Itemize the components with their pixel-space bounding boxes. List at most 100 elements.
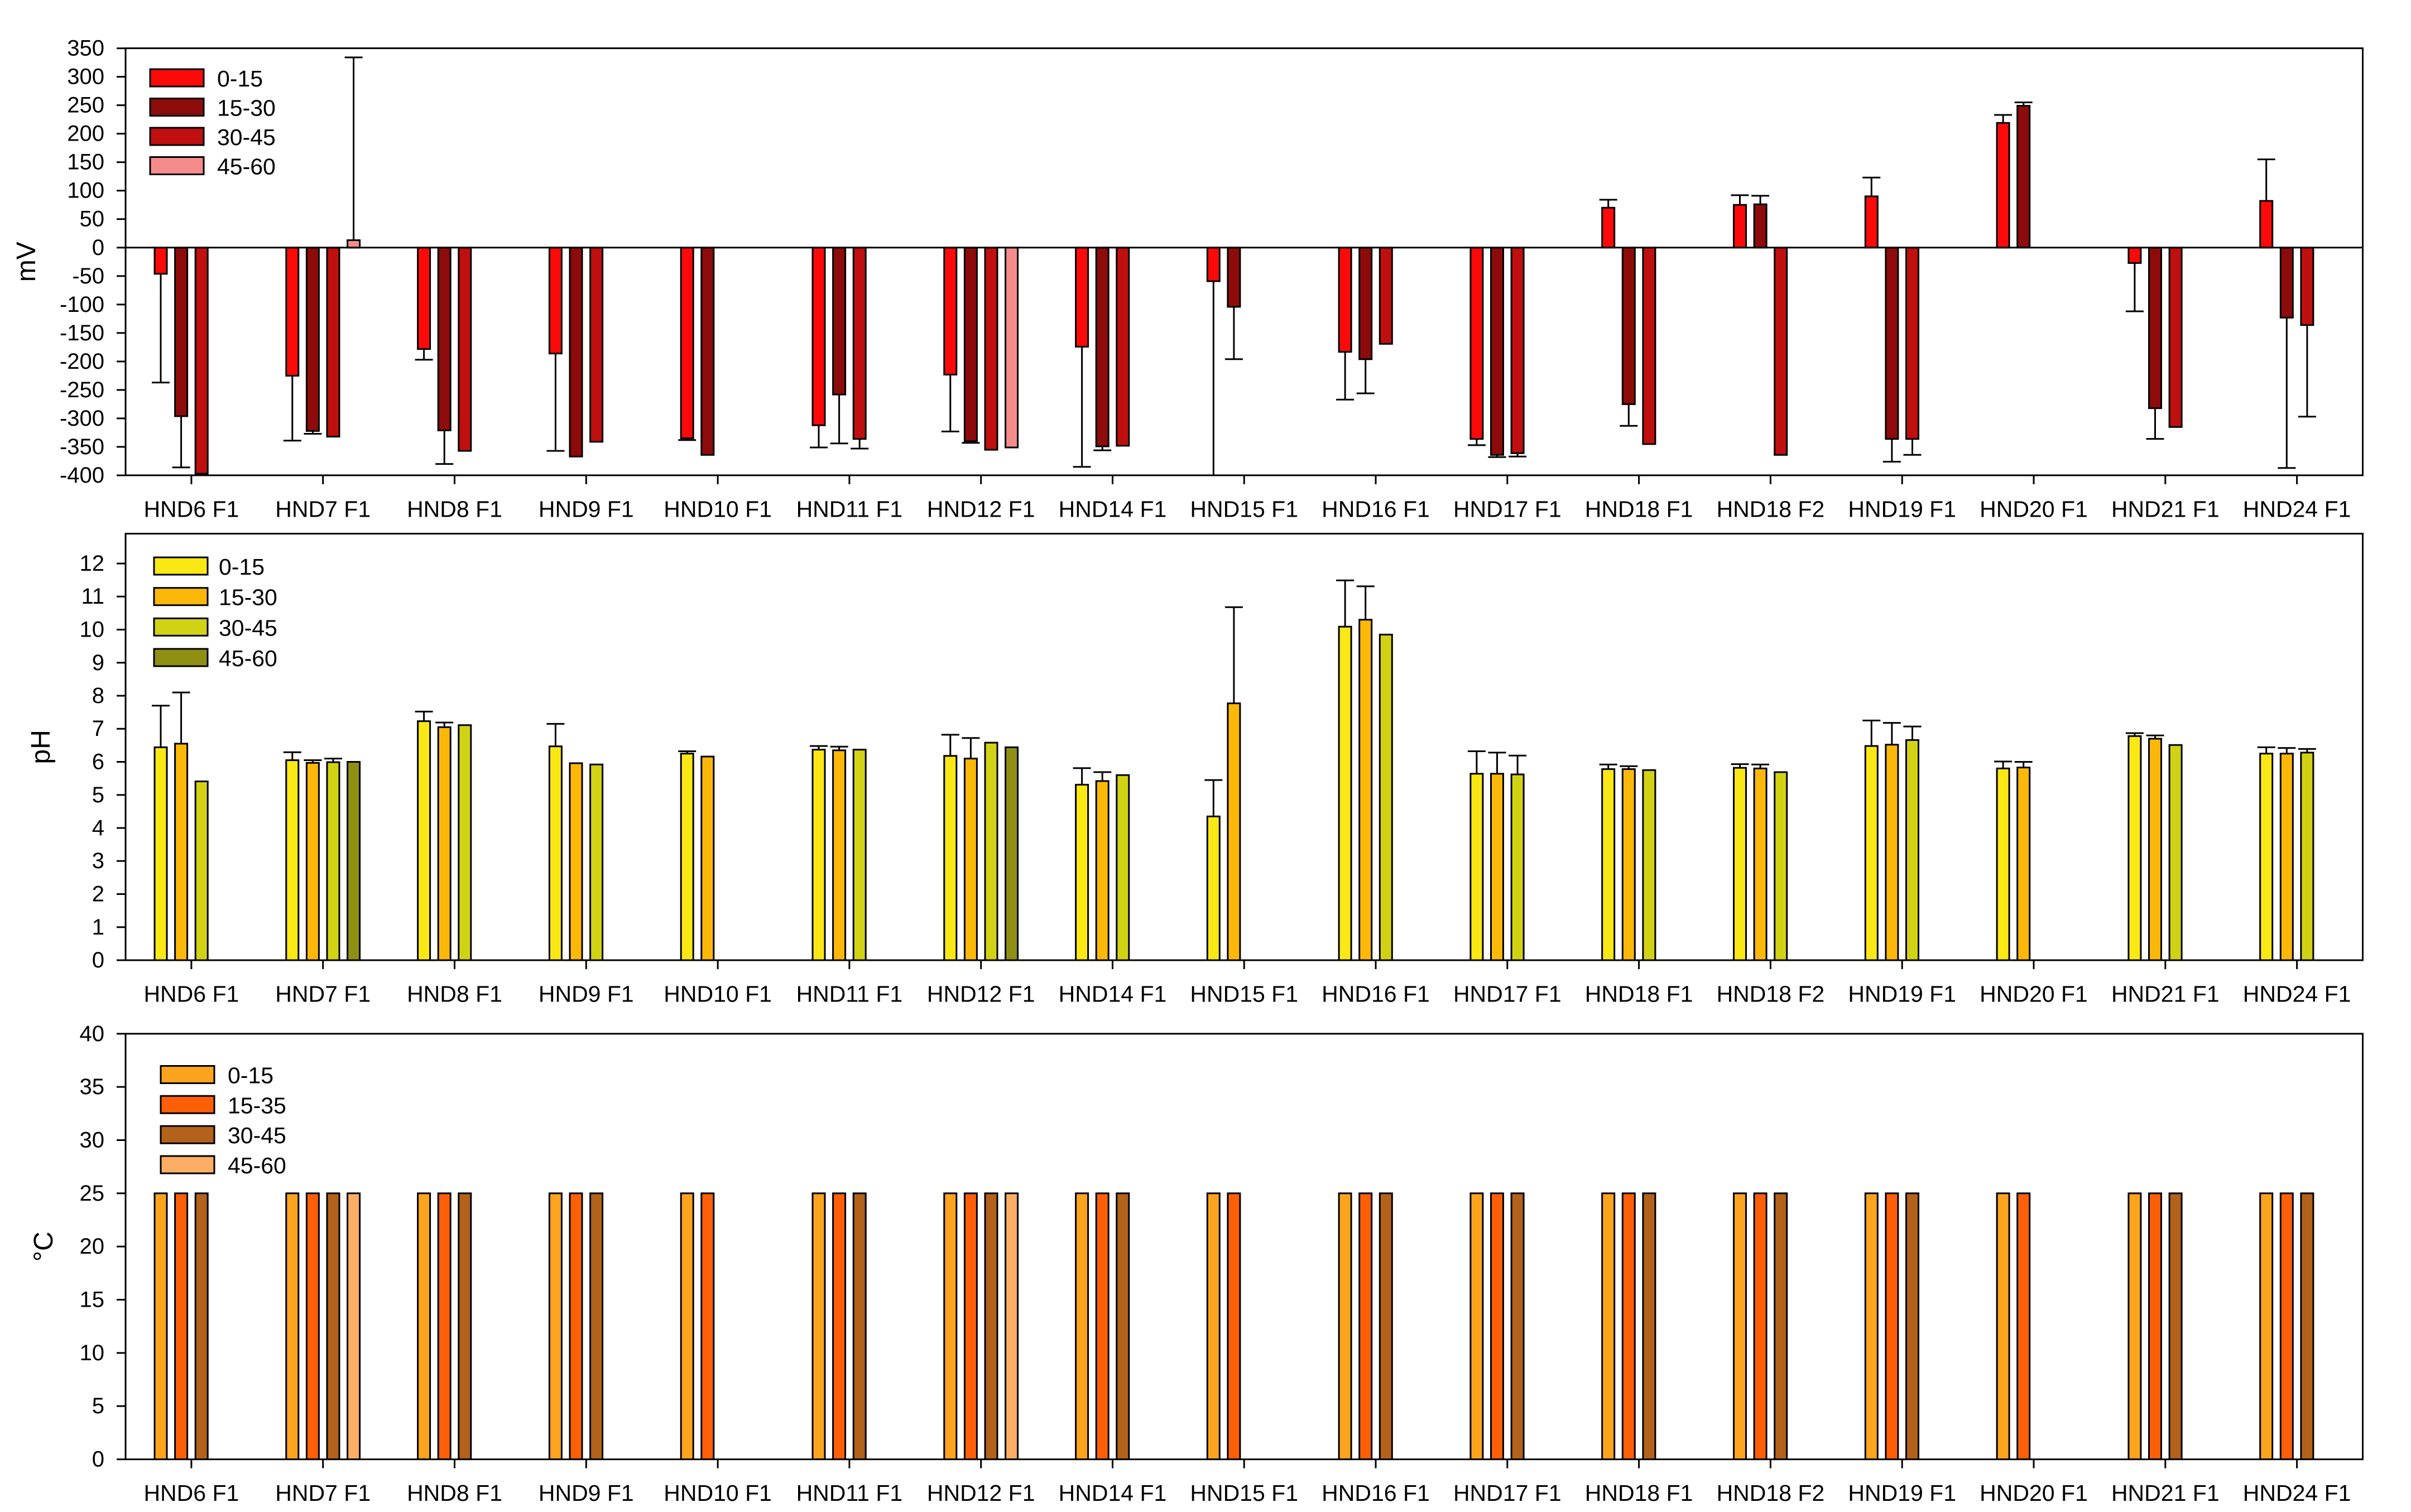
svg-text:30-45: 30-45 xyxy=(228,1123,286,1148)
svg-text:45-60: 45-60 xyxy=(228,1153,286,1178)
svg-text:HND7 F1: HND7 F1 xyxy=(275,496,371,522)
svg-text:HND10 F1: HND10 F1 xyxy=(664,496,772,522)
svg-text:HND11 F1: HND11 F1 xyxy=(796,981,903,1007)
svg-text:6: 6 xyxy=(92,750,104,774)
svg-text:15-30: 15-30 xyxy=(219,585,277,610)
svg-text:HND21 F1: HND21 F1 xyxy=(2111,496,2220,522)
svg-text:HND16 F1: HND16 F1 xyxy=(1322,1480,1430,1506)
svg-text:HND17 F1: HND17 F1 xyxy=(1453,496,1562,522)
svg-text:HND12 F1: HND12 F1 xyxy=(927,981,1035,1007)
svg-text:30: 30 xyxy=(80,1128,105,1153)
svg-text:30-45: 30-45 xyxy=(217,124,276,150)
svg-text:HND20 F1: HND20 F1 xyxy=(1980,496,2088,522)
svg-text:15: 15 xyxy=(80,1288,105,1312)
svg-text:HND6 F1: HND6 F1 xyxy=(143,1480,239,1506)
svg-text:HND18 F1: HND18 F1 xyxy=(1585,1480,1693,1506)
svg-text:HND18 F2: HND18 F2 xyxy=(1717,496,1825,522)
svg-text:-150: -150 xyxy=(60,321,104,345)
svg-text:HND10 F1: HND10 F1 xyxy=(664,981,772,1007)
svg-text:HND15 F1: HND15 F1 xyxy=(1190,981,1298,1007)
svg-text:pH: pH xyxy=(26,730,56,764)
svg-text:0-15: 0-15 xyxy=(219,554,265,580)
svg-text:3: 3 xyxy=(92,849,104,873)
svg-text:7: 7 xyxy=(92,716,104,741)
svg-text:-250: -250 xyxy=(60,378,104,402)
svg-text:HND18 F2: HND18 F2 xyxy=(1717,1480,1825,1506)
svg-text:11: 11 xyxy=(81,584,104,609)
svg-text:HND24 F1: HND24 F1 xyxy=(2243,496,2351,522)
svg-text:HND15 F1: HND15 F1 xyxy=(1190,496,1298,522)
svg-text:150: 150 xyxy=(67,150,104,175)
svg-text:HND16 F1: HND16 F1 xyxy=(1322,496,1430,522)
svg-text:8: 8 xyxy=(92,683,104,708)
svg-text:-400: -400 xyxy=(60,463,104,488)
svg-text:HND12 F1: HND12 F1 xyxy=(927,1480,1035,1506)
svg-text:-200: -200 xyxy=(60,349,104,374)
svg-text:HND8 F1: HND8 F1 xyxy=(407,496,502,522)
svg-text:HND6 F1: HND6 F1 xyxy=(143,496,239,522)
svg-text:5: 5 xyxy=(92,1394,104,1418)
svg-text:HND16 F1: HND16 F1 xyxy=(1322,981,1430,1007)
svg-text:HND24 F1: HND24 F1 xyxy=(2243,981,2351,1007)
svg-text:HND15 F1: HND15 F1 xyxy=(1190,1480,1298,1506)
svg-text:HND19 F1: HND19 F1 xyxy=(1848,981,1956,1007)
svg-text:HND19 F1: HND19 F1 xyxy=(1848,1480,1956,1506)
svg-text:25: 25 xyxy=(80,1181,105,1206)
svg-text:HND9 F1: HND9 F1 xyxy=(539,1480,634,1506)
svg-text:HND9 F1: HND9 F1 xyxy=(539,496,634,522)
svg-text:HND20 F1: HND20 F1 xyxy=(1980,981,2088,1007)
svg-text:250: 250 xyxy=(67,93,104,118)
svg-text:HND11 F1: HND11 F1 xyxy=(796,496,903,522)
svg-text:0: 0 xyxy=(92,1447,104,1472)
svg-text:HND21 F1: HND21 F1 xyxy=(2111,981,2220,1007)
svg-text:-350: -350 xyxy=(60,435,104,459)
svg-text:HND17 F1: HND17 F1 xyxy=(1453,1480,1562,1506)
svg-text:20: 20 xyxy=(80,1234,105,1259)
svg-text:mV: mV xyxy=(12,242,41,282)
svg-text:HND11 F1: HND11 F1 xyxy=(796,1480,903,1506)
svg-text:HND14 F1: HND14 F1 xyxy=(1059,981,1167,1007)
svg-text:15-35: 15-35 xyxy=(228,1092,286,1118)
svg-text:10: 10 xyxy=(80,1341,105,1365)
svg-text:15-30: 15-30 xyxy=(217,95,276,121)
svg-text:40: 40 xyxy=(80,1022,105,1046)
svg-text:HND19 F1: HND19 F1 xyxy=(1848,496,1956,522)
svg-text:HND18 F1: HND18 F1 xyxy=(1585,981,1693,1007)
svg-text:30-45: 30-45 xyxy=(219,615,277,641)
svg-text:HND18 F2: HND18 F2 xyxy=(1717,981,1825,1007)
svg-text:0-15: 0-15 xyxy=(217,66,263,92)
svg-text:HND24 F1: HND24 F1 xyxy=(2243,1480,2351,1506)
svg-text:HND7 F1: HND7 F1 xyxy=(275,981,371,1007)
svg-text:-300: -300 xyxy=(60,406,104,431)
svg-text:HND7 F1: HND7 F1 xyxy=(275,1480,371,1506)
svg-text:0-15: 0-15 xyxy=(228,1063,273,1089)
svg-text:HND17 F1: HND17 F1 xyxy=(1453,981,1562,1007)
svg-text:35: 35 xyxy=(80,1075,105,1099)
svg-text:45-60: 45-60 xyxy=(217,154,276,180)
svg-text:HND9 F1: HND9 F1 xyxy=(539,981,634,1007)
svg-text:-50: -50 xyxy=(72,264,104,288)
svg-text:2: 2 xyxy=(92,882,104,907)
svg-text:HND8 F1: HND8 F1 xyxy=(407,981,502,1007)
svg-text:HND14 F1: HND14 F1 xyxy=(1059,496,1167,522)
svg-text:HND12 F1: HND12 F1 xyxy=(927,496,1035,522)
svg-text:°C: °C xyxy=(29,1231,59,1261)
svg-text:200: 200 xyxy=(67,122,104,146)
svg-text:HND21 F1: HND21 F1 xyxy=(2111,1480,2220,1506)
svg-text:9: 9 xyxy=(92,651,104,675)
svg-text:HND10 F1: HND10 F1 xyxy=(664,1480,772,1506)
svg-text:HND14 F1: HND14 F1 xyxy=(1059,1480,1167,1506)
svg-text:HND18 F1: HND18 F1 xyxy=(1585,496,1693,522)
svg-text:350: 350 xyxy=(67,36,104,61)
svg-text:10: 10 xyxy=(80,618,105,642)
svg-text:300: 300 xyxy=(67,65,104,89)
svg-text:45-60: 45-60 xyxy=(219,646,277,671)
svg-text:HND6 F1: HND6 F1 xyxy=(143,981,239,1007)
svg-text:12: 12 xyxy=(80,551,105,576)
svg-text:4: 4 xyxy=(92,816,104,840)
svg-text:50: 50 xyxy=(80,207,105,232)
svg-text:-100: -100 xyxy=(60,292,104,317)
svg-text:HND8 F1: HND8 F1 xyxy=(407,1480,502,1506)
svg-text:5: 5 xyxy=(92,783,104,807)
svg-text:0: 0 xyxy=(92,235,104,260)
